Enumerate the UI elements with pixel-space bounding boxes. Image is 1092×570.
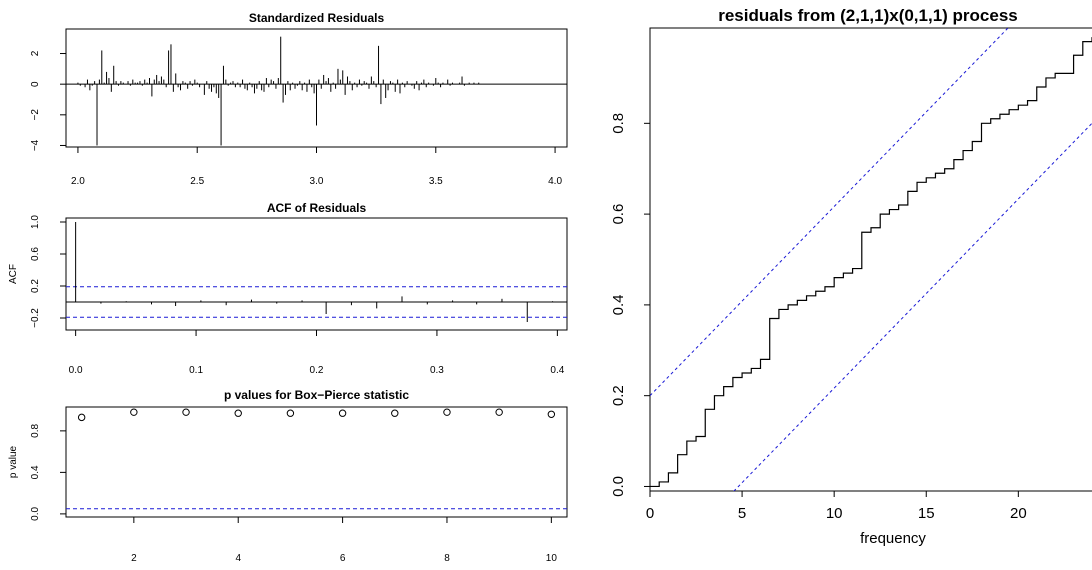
chart-title-2: p values for Box−Pierce statistic: [224, 388, 409, 402]
x-tick-label: 10: [546, 553, 558, 564]
y-tick-label: 2: [30, 50, 41, 56]
y-tick-label: −0.2: [30, 308, 41, 328]
y-tick-label: 0.0: [30, 507, 41, 521]
p-value-point: [286, 409, 295, 417]
x-tick-label: 0.2: [310, 365, 324, 376]
x-tick-label: 2.0: [71, 176, 85, 187]
y-tick-label: 0.2: [610, 385, 627, 406]
x-tick-label: 20: [1010, 505, 1027, 522]
x-tick-label: 10: [826, 505, 843, 522]
y-tick-label: 0.6: [610, 204, 627, 225]
y-tick-label: 0.8: [610, 113, 627, 134]
p-value-point: [130, 408, 138, 416]
x-tick-label: 3.5: [429, 176, 443, 187]
x-tick-label: 0.4: [550, 365, 564, 376]
y-tick-label: 0.6: [30, 247, 41, 261]
p-value-point: [182, 408, 190, 416]
lower-band-line: [733, 122, 1092, 491]
x-tick-label: 0.3: [430, 365, 444, 376]
y-tick-label: −2: [30, 109, 41, 121]
y-tick-label: 0.4: [610, 294, 627, 315]
y-tick-label: 0.0: [610, 476, 627, 497]
x-tick-label: 0.1: [189, 365, 203, 376]
x-tick-label: 15: [918, 505, 935, 522]
y-axis-label: p value: [8, 445, 19, 478]
x-tick-label: 5: [738, 505, 746, 522]
plot-frame-3: [649, 27, 1092, 492]
y-tick-label: 0.8: [30, 423, 41, 437]
upper-band-line: [650, 28, 1009, 397]
x-tick-label: 4.0: [548, 176, 562, 187]
p-value-point: [234, 409, 242, 417]
y-tick-label: −4: [30, 139, 41, 151]
p-value-point: [495, 408, 503, 416]
p-value-point: [391, 409, 399, 417]
p-value-point: [443, 408, 451, 416]
x-tick-label: 6: [340, 553, 346, 564]
p-value-point: [338, 409, 347, 417]
plot-area: [650, 28, 1092, 491]
cumulative-periodogram-step: [650, 37, 1092, 488]
chart-title-1: ACF of Residuals: [267, 201, 367, 215]
y-tick-label: 0.4: [30, 465, 41, 479]
y-tick-label: 0: [30, 81, 41, 87]
x-tick-label: 0: [646, 505, 654, 522]
x-tick-label: 2: [131, 553, 137, 564]
x-tick-label: 0.0: [69, 365, 83, 376]
x-tick-label: 4: [235, 553, 241, 564]
y-tick-label: 0.2: [30, 279, 41, 293]
x-tick-label: 3.0: [310, 176, 324, 187]
x-tick-label: 2.5: [190, 176, 204, 187]
p-value-point: [77, 413, 86, 422]
plot-frame-1: [65, 217, 568, 331]
y-axis-label: ACF: [8, 264, 19, 284]
chart-title-3: residuals from (2,1,1)x(0,1,1) process: [718, 6, 1018, 25]
plot-frame-2: [65, 406, 568, 518]
y-tick-label: 1.0: [30, 215, 41, 229]
p-value-point: [547, 410, 556, 418]
x-tick-label: 8: [444, 553, 450, 564]
chart-title-0: Standardized Residuals: [249, 11, 385, 25]
x-axis-label: frequency: [860, 530, 926, 547]
